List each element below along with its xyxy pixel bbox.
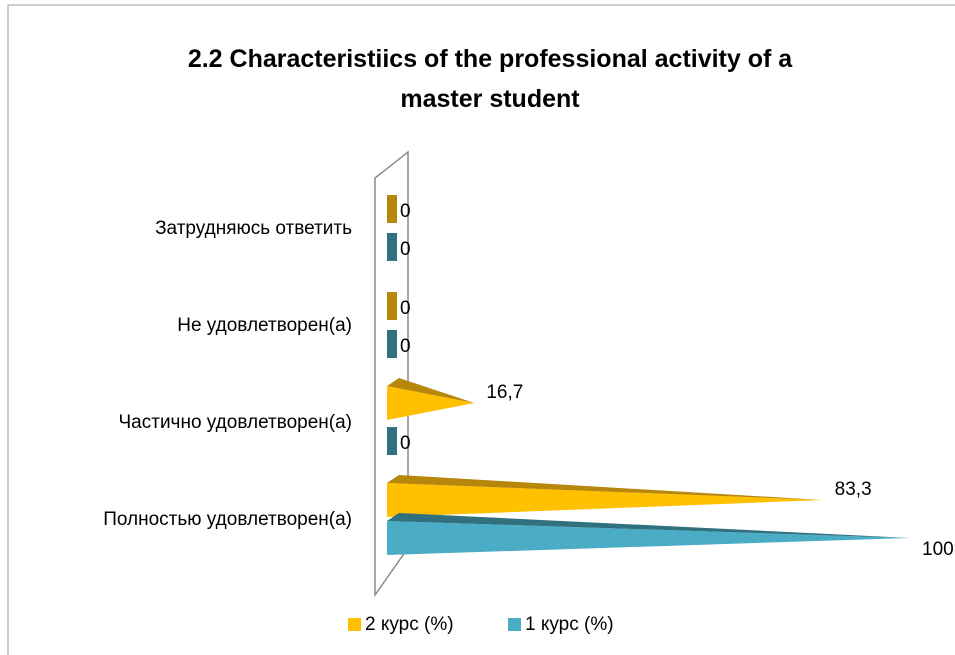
data-label: 100 [922, 539, 954, 560]
bar [387, 195, 397, 223]
data-label: 0 [400, 201, 411, 222]
bar-face [387, 292, 397, 320]
legend-label: 1 курс (%) [525, 614, 614, 635]
legend-label: 2 курс (%) [365, 614, 454, 635]
data-label: 0 [400, 239, 411, 260]
bar-face [387, 233, 397, 261]
data-label: 0 [400, 433, 411, 454]
bar-face [387, 195, 397, 223]
data-label: 0 [400, 336, 411, 357]
chart-border [7, 4, 955, 655]
bar [387, 427, 397, 455]
bar [387, 378, 475, 420]
bar [387, 475, 823, 517]
bar-face [387, 427, 397, 455]
bar-top [387, 475, 823, 500]
title-line: master student [400, 85, 580, 113]
y-tick-label: Затрудняюсь ответить [155, 218, 352, 239]
bar-face [387, 386, 475, 420]
bar-face [387, 521, 910, 555]
bar-face [387, 330, 397, 358]
title-line: 2.2 Characteristiics of the professional… [188, 45, 793, 73]
y-tick-label: Полностью удовлетворен(а) [103, 509, 352, 530]
bar [387, 292, 397, 320]
chart-title: 2.2 Characteristiics of the professional… [188, 45, 793, 113]
y-tick-label: Частично удовлетворен(а) [119, 412, 352, 433]
data-label: 0 [400, 298, 411, 319]
bar-top [387, 513, 910, 538]
bar [387, 233, 397, 261]
y-tick-label: Не удовлетворен(а) [177, 315, 352, 336]
bar-face [387, 483, 823, 517]
legend-swatch [348, 618, 361, 631]
bar [387, 513, 910, 555]
legend-swatch [508, 618, 521, 631]
data-label: 83,3 [835, 479, 872, 500]
bar-top [387, 378, 475, 403]
bar [387, 330, 397, 358]
data-label: 16,7 [486, 382, 523, 403]
